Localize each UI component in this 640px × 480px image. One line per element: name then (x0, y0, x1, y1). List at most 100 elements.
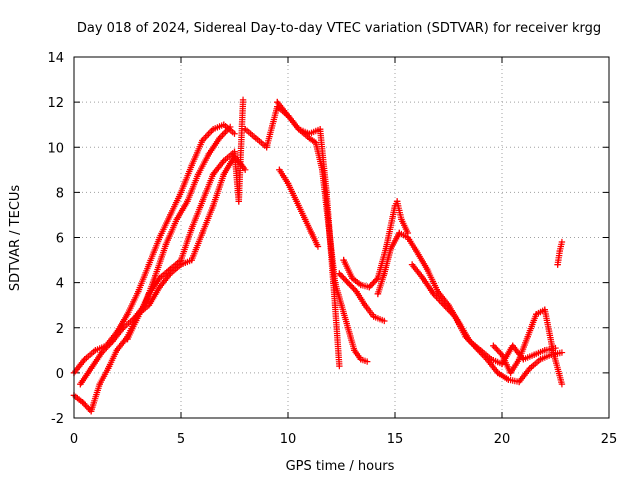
data-point (188, 256, 195, 264)
data-point (162, 241, 170, 248)
data-point (370, 313, 377, 320)
series-track-e (242, 103, 343, 370)
data-point (220, 157, 227, 164)
data-point (274, 98, 281, 106)
data-point (124, 311, 131, 318)
data-point (252, 135, 260, 142)
data-point (338, 301, 345, 309)
series-markers (124, 98, 247, 343)
data-point (145, 301, 153, 309)
series-track-h (340, 198, 412, 291)
data-point (156, 283, 163, 291)
data-point (349, 274, 356, 282)
axis-ticks: 0 5 10 15 20 25 -2 0 2 4 6 8 10 12 14 (47, 51, 617, 447)
data-point (336, 362, 343, 370)
data-point (357, 356, 364, 363)
data-point (231, 130, 238, 137)
y-tick-label: 2 (56, 322, 64, 337)
series-track-a (70, 121, 238, 377)
data-point (351, 347, 358, 354)
data-point (81, 356, 88, 363)
data-point (188, 162, 195, 169)
data-point (494, 369, 501, 377)
y-tick-label: 10 (47, 141, 64, 156)
data-point (209, 202, 217, 210)
series-markers (276, 166, 321, 248)
data-point (509, 342, 516, 349)
data-point (79, 399, 86, 406)
series-markers (374, 229, 504, 367)
plot-frame (73, 56, 610, 419)
x-tick-label: 5 (177, 432, 185, 447)
data-point (314, 243, 322, 250)
data-point (109, 338, 116, 345)
series-markers (70, 121, 236, 377)
data-point (541, 306, 548, 313)
data-point (276, 166, 283, 174)
data-point (113, 347, 120, 354)
series-track-d (124, 96, 247, 343)
data-point (194, 171, 202, 178)
data-point (383, 243, 390, 250)
data-point (537, 356, 544, 363)
data-point (98, 349, 106, 356)
data-point (199, 229, 206, 237)
data-point (430, 290, 437, 298)
x-tick-label: 0 (70, 432, 78, 447)
data-point (167, 265, 174, 273)
data-point (105, 365, 112, 372)
data-point (331, 279, 339, 286)
data-point (156, 274, 163, 282)
series-track-g (276, 166, 322, 250)
data-points (70, 96, 566, 415)
data-point (284, 112, 292, 119)
data-point (209, 126, 217, 133)
data-point (293, 198, 300, 205)
x-tick-label: 15 (387, 432, 404, 447)
data-point (167, 211, 174, 219)
data-point (77, 380, 84, 388)
data-point (413, 247, 420, 255)
x-tick-label: 20 (494, 432, 511, 447)
data-point (396, 229, 403, 237)
data-point (366, 283, 373, 291)
data-point (441, 301, 448, 309)
x-tick-label: 25 (601, 432, 618, 447)
data-point (199, 137, 206, 144)
data-point (558, 349, 566, 356)
data-point (423, 265, 431, 273)
x-tick-label: 10 (280, 432, 297, 447)
data-point (498, 360, 506, 368)
y-tick-label: 0 (56, 367, 64, 382)
data-point (316, 126, 324, 133)
data-point (239, 96, 247, 104)
y-axis-label: SDTVAR / TECUs (8, 185, 23, 292)
data-point (505, 376, 512, 383)
y-tick-label: 12 (47, 96, 64, 111)
chart-title: Day 018 of 2024, Sidereal Day-to-day VTE… (77, 21, 601, 36)
data-point (526, 365, 534, 372)
data-point (393, 198, 401, 205)
data-point (319, 166, 326, 174)
data-point (301, 216, 309, 223)
data-point (92, 347, 99, 354)
data-point (541, 347, 548, 354)
series-track-k (408, 261, 566, 386)
data-point (173, 216, 180, 223)
series-markers (340, 198, 411, 291)
data-point (145, 261, 153, 268)
data-point (515, 378, 523, 386)
data-point (231, 148, 238, 155)
data-point (408, 261, 416, 268)
y-tick-label: -2 (51, 412, 64, 427)
y-tick-label: 8 (56, 186, 64, 201)
data-point (530, 351, 538, 359)
data-point (357, 281, 364, 289)
data-point (556, 247, 563, 255)
data-point (306, 135, 313, 142)
data-point (220, 121, 227, 128)
data-point (404, 234, 412, 241)
data-point (135, 313, 142, 320)
series-track-l (490, 306, 566, 388)
data-point (227, 123, 234, 131)
